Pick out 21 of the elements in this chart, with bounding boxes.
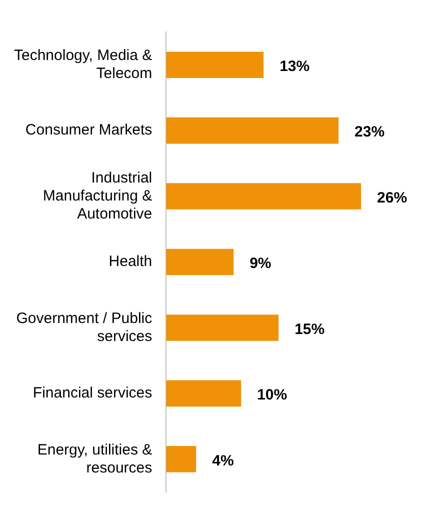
- data-label: 13%: [280, 58, 310, 75]
- data-label: 23%: [354, 124, 385, 141]
- data-label: 10%: [257, 386, 288, 404]
- bar: [166, 314, 279, 341]
- data-label: 15%: [294, 320, 325, 338]
- y-tick-label: Consumer Markets: [25, 122, 152, 139]
- y-tick-label: Technology, Media & Telecom: [14, 47, 152, 82]
- y-tick-label: Financial services: [32, 384, 152, 402]
- data-label: 4%: [212, 452, 234, 470]
- bar: [166, 380, 242, 407]
- data-label: 9%: [250, 255, 272, 272]
- bar: [166, 183, 362, 210]
- y-tick-label: Government / Public services: [16, 310, 153, 345]
- y-tick-label: Health: [108, 253, 152, 270]
- y-tick-label: Industrial Manufacturing & Automotive: [42, 169, 152, 222]
- bar: [166, 446, 196, 472]
- data-label: 26%: [377, 189, 408, 206]
- bar: [166, 52, 264, 78]
- y-tick-label: Energy, utilities & resources: [37, 441, 152, 476]
- bar: [166, 248, 234, 276]
- bar: [166, 117, 339, 144]
